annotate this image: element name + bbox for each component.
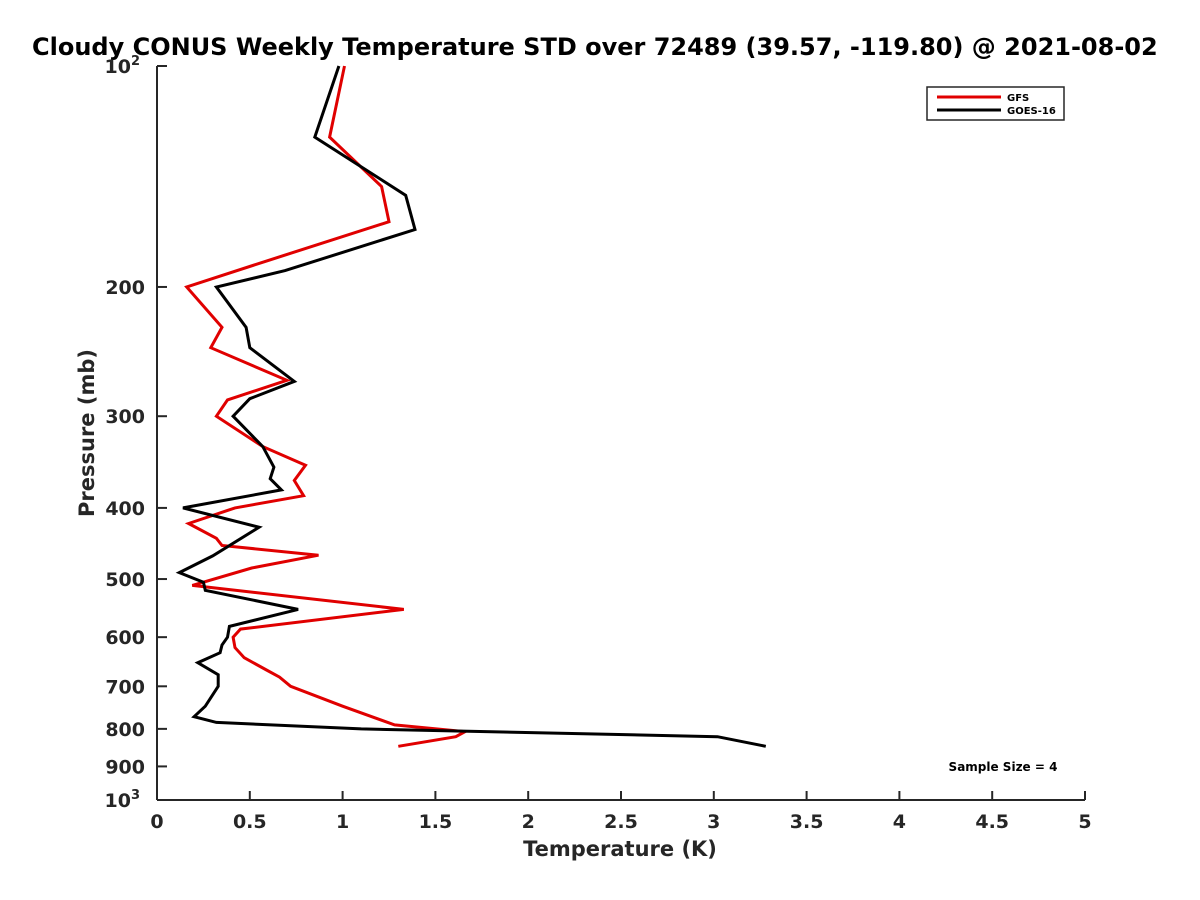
x-tick-label: 2 [522, 811, 535, 833]
x-tick-label: 4 [893, 811, 906, 833]
plot-lines [175, 65, 767, 748]
x-tick-label: 5 [1078, 811, 1091, 833]
y-tick-label: 800 [105, 719, 145, 741]
y-tick-label: 10 [105, 56, 131, 78]
y-tick-label: 900 [105, 756, 145, 778]
y-tick-label: 300 [105, 406, 145, 428]
y-tick-label: 600 [105, 627, 145, 649]
series-line-1 [175, 65, 767, 748]
y-axis-label: Pressure (mb) [75, 349, 99, 517]
series-line-0 [184, 65, 471, 748]
legend-label-0: GFS [1007, 93, 1029, 104]
legend-box [926, 86, 1065, 121]
y-tick-label: 200 [105, 277, 145, 299]
x-tick-label: 0 [150, 811, 163, 833]
x-tick-label: 0.5 [233, 811, 267, 833]
x-tick-label: 3 [707, 811, 720, 833]
x-axis-ticks: 0 0.5 1 1.5 2 2.5 3 3.5 4 4.5 5 [150, 791, 1092, 833]
x-tick-label: 4.5 [975, 811, 1009, 833]
y-tick-label: 500 [105, 569, 145, 591]
x-tick-label: 1.5 [419, 811, 453, 833]
y-tick-label: 700 [105, 676, 145, 698]
chart-title: Cloudy CONUS Weekly Temperature STD over… [32, 33, 1158, 61]
x-axis-label: Temperature (K) [523, 837, 717, 861]
legend: GFS GOES-16 [926, 86, 1065, 121]
x-tick-label: 1 [336, 811, 349, 833]
y-tick-label-exponent: 2 [131, 54, 140, 69]
x-tick-label: 3.5 [790, 811, 824, 833]
y-tick-label: 10 [105, 790, 131, 812]
y-tick-label-exponent: 3 [131, 788, 140, 803]
sample-size-note: Sample Size = 4 [949, 760, 1058, 774]
y-tick-label: 400 [105, 498, 145, 520]
legend-label-1: GOES-16 [1007, 106, 1056, 117]
x-tick-label: 2.5 [604, 811, 638, 833]
